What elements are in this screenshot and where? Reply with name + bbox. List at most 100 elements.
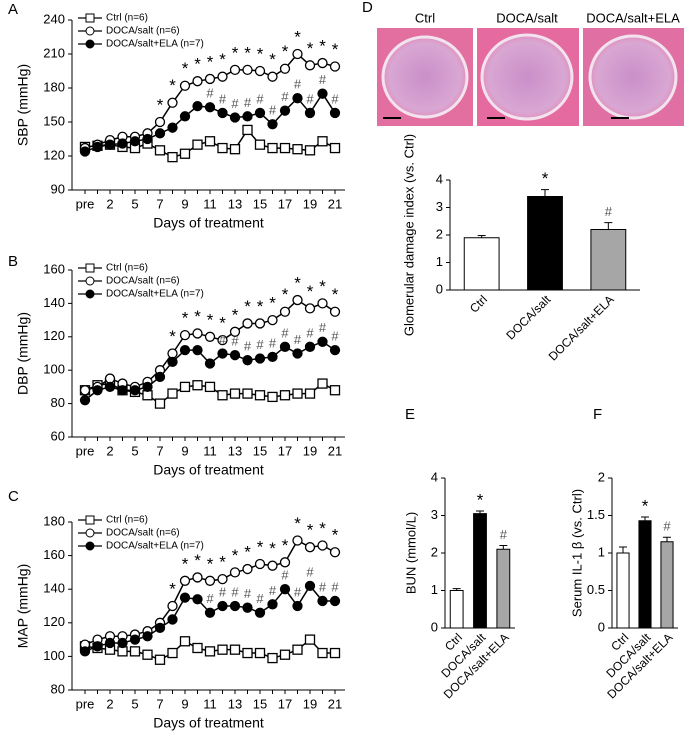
significance-mark: #: [219, 584, 227, 599]
x-tick-label: pre: [76, 196, 95, 211]
marker: [304, 388, 316, 399]
histology-images: [377, 28, 684, 126]
marker: [217, 348, 228, 359]
marker: [329, 61, 341, 72]
y-tick-label: 100: [43, 362, 65, 377]
y-tick-label: 4: [431, 469, 438, 484]
legend-marker: [85, 276, 95, 286]
x-tick-label: 19: [303, 443, 317, 458]
x-axis-title: Days of treatment: [153, 715, 264, 731]
marker: [92, 385, 103, 396]
marker: [229, 144, 241, 155]
marker: [267, 142, 278, 154]
significance-mark: *: [207, 554, 214, 573]
panel-label: E: [405, 406, 415, 423]
marker: [217, 573, 228, 585]
marker: [79, 395, 91, 406]
marker: [317, 88, 328, 99]
marker: [317, 647, 328, 659]
marker: [254, 607, 266, 618]
significance-mark: #: [319, 579, 327, 594]
marker: [279, 390, 291, 401]
significance-mark: *: [294, 274, 301, 293]
marker: [279, 557, 291, 568]
marker: [242, 111, 253, 122]
legend-marker: [85, 541, 95, 551]
marker: [154, 371, 166, 383]
marker: [304, 542, 316, 553]
significance-mark: *: [642, 496, 649, 515]
marker: [217, 644, 228, 655]
marker: [142, 390, 153, 401]
marker: [254, 65, 266, 77]
marker: [254, 390, 266, 401]
marker: [117, 646, 128, 657]
significance-mark: *: [244, 543, 251, 562]
marker: [104, 373, 116, 384]
legend-label: DOCA/salt+ELA (n=7): [106, 39, 204, 50]
marker: [129, 646, 141, 657]
marker: [304, 145, 316, 156]
marker: [329, 547, 341, 558]
legend-marker: [85, 289, 95, 299]
significance-mark: *: [194, 551, 201, 570]
significance-mark: #: [306, 564, 314, 579]
marker: [154, 145, 166, 156]
marker: [267, 119, 278, 130]
bar: [616, 552, 630, 629]
marker: [217, 334, 228, 346]
x-tick-label: 9: [181, 443, 188, 458]
marker: [229, 112, 241, 123]
marker: [279, 649, 291, 660]
legend-marker: [85, 39, 95, 49]
marker: [329, 345, 341, 356]
marker: [279, 63, 291, 74]
legend-label: DOCA/salt+ELA (n=7): [106, 289, 204, 300]
x-tick-label: 15: [253, 696, 267, 711]
marker: [242, 388, 253, 399]
x-tick-label: Ctrl: [467, 292, 490, 315]
marker: [279, 142, 291, 154]
y-tick-label: 1: [598, 544, 605, 559]
marker: [254, 353, 266, 364]
significance-mark: *: [169, 76, 176, 95]
significance-mark: *: [332, 40, 339, 59]
marker: [79, 646, 91, 657]
significance-mark: *: [232, 43, 239, 62]
x-tick-label: 7: [156, 196, 163, 211]
marker: [79, 385, 91, 396]
significance-mark: *: [194, 307, 201, 326]
marker: [329, 647, 341, 659]
marker: [179, 148, 191, 159]
marker: [204, 331, 216, 342]
y-tick-label: 2: [436, 226, 443, 241]
x-tick-label: 21: [328, 696, 342, 711]
marker: [192, 594, 203, 605]
marker: [204, 646, 216, 657]
x-tick-label: 2: [106, 696, 113, 711]
marker: [317, 595, 328, 607]
significance-mark: *: [219, 553, 226, 572]
significance-mark: *: [232, 305, 239, 324]
legend-label: Ctrl (n=6): [106, 263, 148, 274]
significance-mark: *: [269, 50, 276, 69]
significance-mark: *: [169, 327, 176, 346]
legend-marker: [85, 263, 95, 273]
y-axis-title: DBP (mmHg): [15, 312, 31, 395]
significance-mark: *: [194, 55, 201, 74]
marker: [179, 636, 191, 647]
significance-mark: #: [331, 91, 339, 106]
legend-marker: [85, 528, 95, 538]
significance-mark: #: [256, 337, 264, 352]
marker: [204, 358, 216, 369]
marker: [304, 107, 316, 119]
y-tick-label: 120: [43, 147, 65, 162]
x-tick-label: 11: [203, 443, 217, 458]
bar: [463, 237, 500, 291]
marker: [192, 345, 203, 356]
marker: [192, 642, 203, 654]
marker: [304, 303, 316, 314]
marker: [192, 572, 203, 583]
marker: [217, 390, 228, 401]
significance-mark: *: [282, 536, 289, 555]
